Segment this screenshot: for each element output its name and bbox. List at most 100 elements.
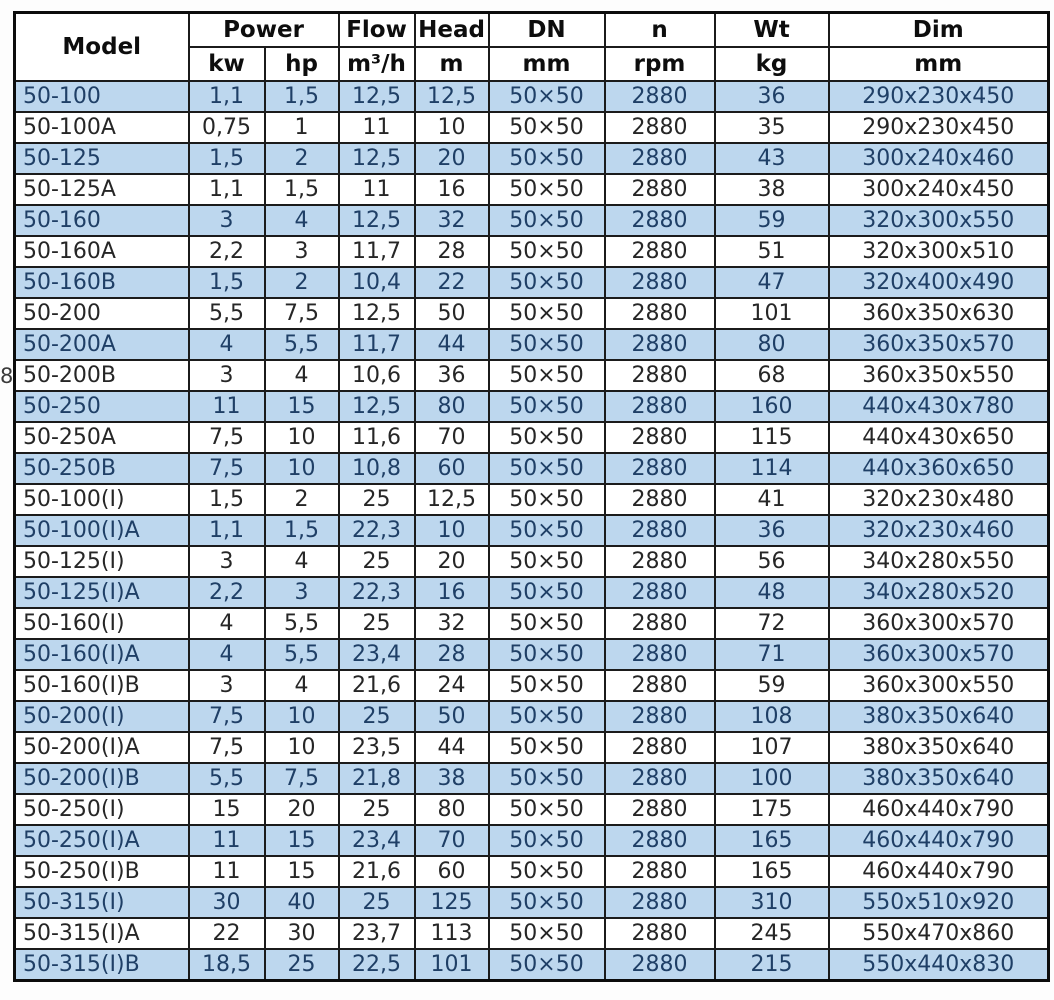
model-cell: 50-200B <box>13 359 190 392</box>
model-cell: 50-160(I)A <box>13 638 190 671</box>
value-cell: 50×50 <box>487 483 606 516</box>
value-cell: 28 <box>413 638 490 671</box>
value-cell: 2880 <box>603 266 716 299</box>
value-cell: 35 <box>713 111 830 144</box>
value-cell: 1 <box>263 111 340 144</box>
value-cell: 115 <box>713 421 830 454</box>
value-cell: 50×50 <box>487 421 606 454</box>
value-cell: 38 <box>413 762 490 795</box>
value-cell: 68 <box>713 359 830 392</box>
col-header-flow: Flow <box>337 11 416 48</box>
model-cell: 50-160B <box>13 266 190 299</box>
value-cell: 165 <box>713 855 830 888</box>
value-cell: 2880 <box>603 917 716 950</box>
value-cell: 2 <box>263 142 340 175</box>
value-cell: 50×50 <box>487 452 606 485</box>
model-cell: 50-100 <box>13 80 190 113</box>
value-cell: 51 <box>713 235 830 268</box>
value-cell: 300x240x450 <box>827 173 1050 206</box>
value-cell: 2880 <box>603 855 716 888</box>
value-cell: 460x440x790 <box>827 855 1050 888</box>
value-cell: 108 <box>713 700 830 733</box>
unit-header-wt-kg: kg <box>713 46 830 82</box>
value-cell: 360x300x550 <box>827 669 1050 702</box>
table-row: 50-160(I) 4 5,5 25 32 50×50 2880 72 360x300x570 <box>13 607 1050 640</box>
value-cell: 1,1 <box>187 514 266 547</box>
table-row: 50-315(I)B 18,5 25 22,5 101 50×50 2880 215 550x4… <box>13 948 1050 982</box>
value-cell: 25 <box>337 700 416 733</box>
unit-header-flow-m3h: m³/h <box>337 46 416 82</box>
value-cell: 1,5 <box>187 266 266 299</box>
table-row: 50-250 11 15 12,5 80 50×50 2880 160 440x430x780 <box>13 390 1050 423</box>
value-cell: 380x350x640 <box>827 731 1050 764</box>
value-cell: 50×50 <box>487 607 606 640</box>
value-cell: 21,6 <box>337 669 416 702</box>
value-cell: 10,4 <box>337 266 416 299</box>
value-cell: 50×50 <box>487 80 606 113</box>
model-cell: 50-250(I) <box>13 793 190 826</box>
value-cell: 5,5 <box>263 607 340 640</box>
value-cell: 160 <box>713 390 830 423</box>
unit-header-dim-mm: mm <box>827 46 1050 82</box>
value-cell: 25 <box>263 948 340 982</box>
value-cell: 44 <box>413 328 490 361</box>
value-cell: 11 <box>187 390 266 423</box>
value-cell: 50×50 <box>487 142 606 175</box>
value-cell: 10 <box>413 111 490 144</box>
value-cell: 18,5 <box>187 948 266 982</box>
value-cell: 12,5 <box>413 80 490 113</box>
model-cell: 50-315(I) <box>13 886 190 919</box>
table-row: 50-250(I)A 11 15 23,4 70 50×50 2880 165 460x440x… <box>13 824 1050 857</box>
value-cell: 50×50 <box>487 328 606 361</box>
value-cell: 80 <box>413 390 490 423</box>
value-cell: 4 <box>187 607 266 640</box>
unit-header-kw: kw <box>187 46 266 82</box>
value-cell: 2,2 <box>187 235 266 268</box>
value-cell: 50×50 <box>487 266 606 299</box>
value-cell: 5,5 <box>263 638 340 671</box>
value-cell: 50×50 <box>487 514 606 547</box>
model-cell: 50-125 <box>13 142 190 175</box>
value-cell: 15 <box>263 824 340 857</box>
value-cell: 50×50 <box>487 669 606 702</box>
value-cell: 100 <box>713 762 830 795</box>
value-cell: 7,5 <box>187 421 266 454</box>
col-header-model: Model <box>13 11 190 82</box>
model-cell: 50-200(I)B <box>13 762 190 795</box>
value-cell: 23,4 <box>337 638 416 671</box>
value-cell: 11 <box>187 855 266 888</box>
value-cell: 1,5 <box>187 142 266 175</box>
value-cell: 2880 <box>603 390 716 423</box>
value-cell: 50×50 <box>487 173 606 206</box>
value-cell: 2880 <box>603 80 716 113</box>
value-cell: 12,5 <box>337 80 416 113</box>
value-cell: 340x280x520 <box>827 576 1050 609</box>
value-cell: 80 <box>413 793 490 826</box>
table-row: 50-160A 2,2 3 11,7 28 50×50 2880 51 320x300x510 <box>13 235 1050 268</box>
value-cell: 4 <box>187 328 266 361</box>
model-cell: 50-250(I)B <box>13 855 190 888</box>
value-cell: 50×50 <box>487 297 606 330</box>
value-cell: 21,6 <box>337 855 416 888</box>
page-number-fragment: 8 <box>0 364 14 388</box>
value-cell: 125 <box>413 886 490 919</box>
model-cell: 50-250 <box>13 390 190 423</box>
value-cell: 320x230x480 <box>827 483 1050 516</box>
pump-spec-table: Model Power Flow Head DN n Wt Dim kw hp … <box>13 11 1051 982</box>
value-cell: 245 <box>713 917 830 950</box>
model-cell: 50-125A <box>13 173 190 206</box>
model-cell: 50-125(I) <box>13 545 190 578</box>
table-row: 50-100 1,1 1,5 12,5 12,5 50×50 2880 36 290x230x4… <box>13 80 1050 113</box>
col-header-wt: Wt <box>713 11 830 48</box>
value-cell: 12,5 <box>337 297 416 330</box>
value-cell: 50×50 <box>487 731 606 764</box>
value-cell: 50 <box>413 297 490 330</box>
header-row-units: kw hp m³/h m mm rpm kg mm <box>15 46 1050 82</box>
value-cell: 4 <box>263 545 340 578</box>
value-cell: 50×50 <box>487 638 606 671</box>
table-row: 50-160(I)A 4 5,5 23,4 28 50×50 2880 71 360x300x5… <box>13 638 1050 671</box>
value-cell: 460x440x790 <box>827 793 1050 826</box>
value-cell: 11 <box>187 824 266 857</box>
value-cell: 2880 <box>603 576 716 609</box>
value-cell: 21,8 <box>337 762 416 795</box>
